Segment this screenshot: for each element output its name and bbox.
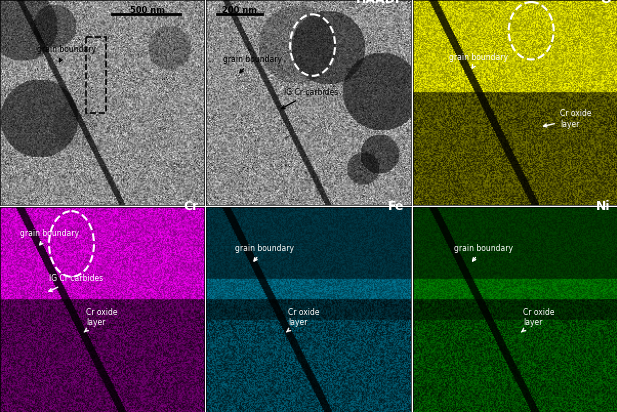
- Text: 200 nm: 200 nm: [222, 6, 257, 15]
- Text: Fe: Fe: [388, 200, 405, 213]
- Text: Cr oxide
layer: Cr oxide layer: [521, 308, 555, 332]
- Text: HAADF: HAADF: [356, 0, 405, 6]
- Text: O: O: [600, 0, 611, 6]
- Text: Ni: Ni: [597, 200, 611, 213]
- Text: Cr oxide
layer: Cr oxide layer: [85, 308, 117, 332]
- Bar: [86, 37, 106, 113]
- Text: Cr: Cr: [183, 200, 198, 213]
- Text: 500 nm: 500 nm: [130, 6, 165, 15]
- Text: grain boundary: grain boundary: [453, 243, 513, 261]
- Text: grain boundary: grain boundary: [235, 243, 294, 261]
- Text: grain boundary: grain boundary: [223, 55, 282, 73]
- Text: grain boundary: grain boundary: [37, 44, 96, 62]
- Text: Cr oxide
layer: Cr oxide layer: [286, 308, 320, 332]
- Text: IG Cr carbides: IG Cr carbides: [281, 88, 338, 109]
- Text: grain boundary: grain boundary: [20, 229, 80, 245]
- Text: IG Cr carbides: IG Cr carbides: [49, 274, 103, 291]
- Text: grain boundary: grain boundary: [449, 53, 508, 68]
- Text: Cr oxide
layer: Cr oxide layer: [544, 109, 591, 129]
